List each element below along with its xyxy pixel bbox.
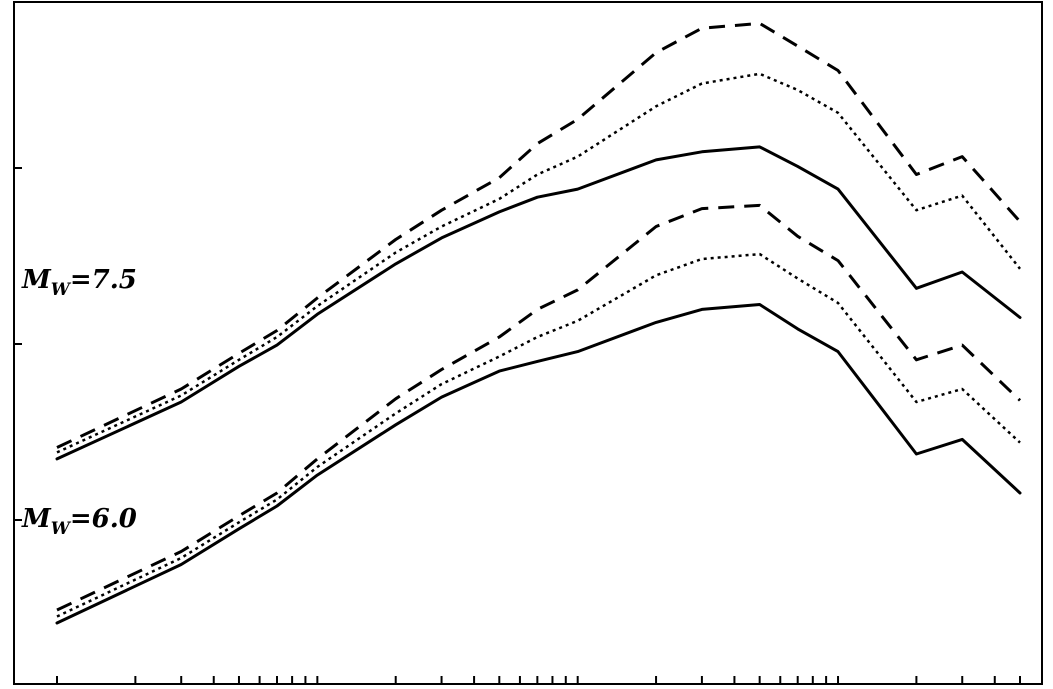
magnitude-label-value: =6.0: [70, 504, 137, 534]
series-line-1-dotted: [56, 72, 1021, 454]
magnitude-label-1: MW=7.5: [21, 265, 137, 300]
magnitude-label-subscript: W: [51, 280, 72, 300]
magnitude-label-2: MW=6.0: [21, 504, 137, 539]
magnitude-label-base: M: [21, 265, 52, 295]
series-line-2-dashed: [56, 203, 1022, 612]
series-line-1-dashed: [56, 21, 1022, 449]
magnitude-label-value: =7.5: [70, 265, 137, 295]
series-line-1-solid: [55, 145, 1022, 461]
magnitude-label-base: M: [21, 504, 52, 534]
series-line-2-dotted: [56, 252, 1021, 618]
magnitude-label-subscript: W: [51, 519, 72, 539]
series-line-2-solid: [55, 303, 1022, 625]
